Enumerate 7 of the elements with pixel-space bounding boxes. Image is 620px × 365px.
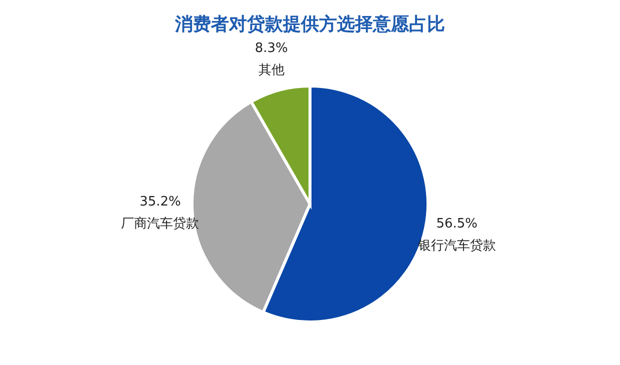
data-label: 56.5% [436, 216, 478, 232]
slice-label: 其他 [258, 63, 284, 78]
slice-label: 厂商汽车贷款 [121, 216, 200, 232]
data-label: 8.3% [254, 41, 288, 56]
chart-title: 消费者对贷款提供方选择意愿占比 [174, 14, 445, 36]
slice-label: 银行汽车贷款 [416, 238, 496, 254]
data-label: 35.2% [140, 194, 181, 210]
